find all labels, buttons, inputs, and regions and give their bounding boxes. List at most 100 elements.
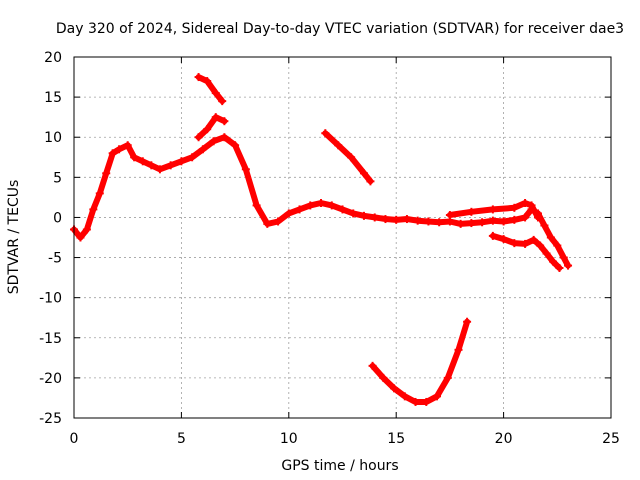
data-point: [198, 145, 207, 154]
y-tick-label: 10: [44, 130, 62, 146]
data-point: [488, 216, 497, 225]
data-point: [327, 201, 336, 210]
data-point: [177, 157, 186, 166]
data-point: [220, 133, 229, 142]
data-point: [510, 203, 519, 212]
x-tick-label: 20: [495, 431, 513, 447]
data-point: [564, 261, 573, 270]
data-point: [521, 239, 530, 248]
data-point: [533, 213, 542, 222]
data-point: [424, 217, 433, 226]
data-point: [443, 373, 452, 382]
data-point: [433, 392, 442, 401]
data-point: [488, 205, 497, 214]
data-point: [147, 161, 156, 170]
series-spike-segment: [195, 74, 226, 105]
chart-title: Day 320 of 2024, Sidereal Day-to-day VTE…: [56, 21, 624, 37]
data-point: [82, 225, 91, 234]
data-point: [155, 165, 164, 174]
data-point: [130, 153, 139, 162]
data-point: [510, 239, 519, 248]
data-point: [241, 165, 250, 174]
data-point: [334, 141, 343, 150]
x-tick-label: 25: [602, 431, 620, 447]
data-point: [527, 201, 536, 210]
axis-ticks: 0 5 10 15 20 25 -25 -20 -15 -10 -5 0 5 10 15 20: [39, 50, 620, 447]
data-point: [274, 217, 283, 226]
data-point: [123, 141, 132, 150]
data-point: [306, 201, 315, 210]
data-point: [392, 215, 401, 224]
data-point: [203, 77, 212, 86]
data-point: [521, 199, 530, 208]
data-point: [422, 397, 431, 406]
data-point: [549, 257, 558, 266]
y-tick-label: 15: [44, 90, 62, 106]
data-point: [321, 129, 330, 138]
data-point: [115, 145, 124, 154]
data-point: [478, 218, 487, 227]
data-point: [413, 216, 422, 225]
data-point: [138, 157, 147, 166]
data-point: [559, 253, 568, 262]
data-series-group: [70, 73, 573, 406]
data-point: [76, 233, 85, 242]
data-point: [381, 215, 390, 224]
y-tick-label: -5: [48, 251, 62, 267]
data-point: [521, 213, 530, 222]
data-point: [349, 209, 358, 218]
data-point: [263, 219, 272, 228]
y-tick-label: -25: [39, 411, 62, 427]
series-upper-branch-morning: [195, 114, 228, 141]
plot-border: [73, 56, 612, 419]
data-point: [188, 153, 197, 162]
data-point: [411, 397, 420, 406]
y-tick-label: 20: [44, 50, 62, 66]
y-tick-label: -10: [39, 291, 62, 307]
data-point: [400, 392, 409, 401]
data-point: [108, 149, 117, 158]
data-point: [194, 73, 203, 82]
data-point: [542, 249, 551, 258]
y-tick-label: 0: [53, 210, 62, 226]
data-point: [102, 169, 111, 178]
data-point: [379, 373, 388, 382]
x-tick-label: 0: [70, 431, 79, 447]
data-point: [463, 317, 472, 326]
data-point: [402, 215, 411, 224]
data-point: [359, 211, 368, 220]
data-point: [454, 345, 463, 354]
y-tick-label: -20: [39, 371, 62, 387]
data-point: [529, 235, 538, 244]
x-tick-label: 5: [177, 431, 186, 447]
data-point: [359, 169, 368, 178]
data-point: [536, 241, 545, 250]
data-point: [366, 177, 375, 186]
data-point: [390, 384, 399, 393]
data-point: [203, 125, 212, 134]
data-point: [220, 117, 229, 126]
data-point: [368, 361, 377, 370]
data-point: [211, 89, 220, 98]
data-point: [89, 205, 98, 214]
data-point: [435, 218, 444, 227]
data-point: [370, 213, 379, 222]
data-point: [555, 263, 564, 272]
x-tick-label: 10: [280, 431, 298, 447]
data-point: [166, 161, 175, 170]
data-point: [347, 153, 356, 162]
data-point: [231, 141, 240, 150]
data-point: [445, 211, 454, 220]
series-negative-arc: [369, 318, 471, 405]
data-point: [317, 199, 326, 208]
data-point: [456, 219, 465, 228]
data-point: [211, 113, 220, 122]
data-point: [194, 133, 203, 142]
data-point: [488, 231, 497, 240]
data-point: [284, 209, 293, 218]
data-point: [95, 189, 104, 198]
data-point: [510, 215, 519, 224]
data-point: [209, 137, 218, 146]
data-point: [540, 221, 549, 230]
